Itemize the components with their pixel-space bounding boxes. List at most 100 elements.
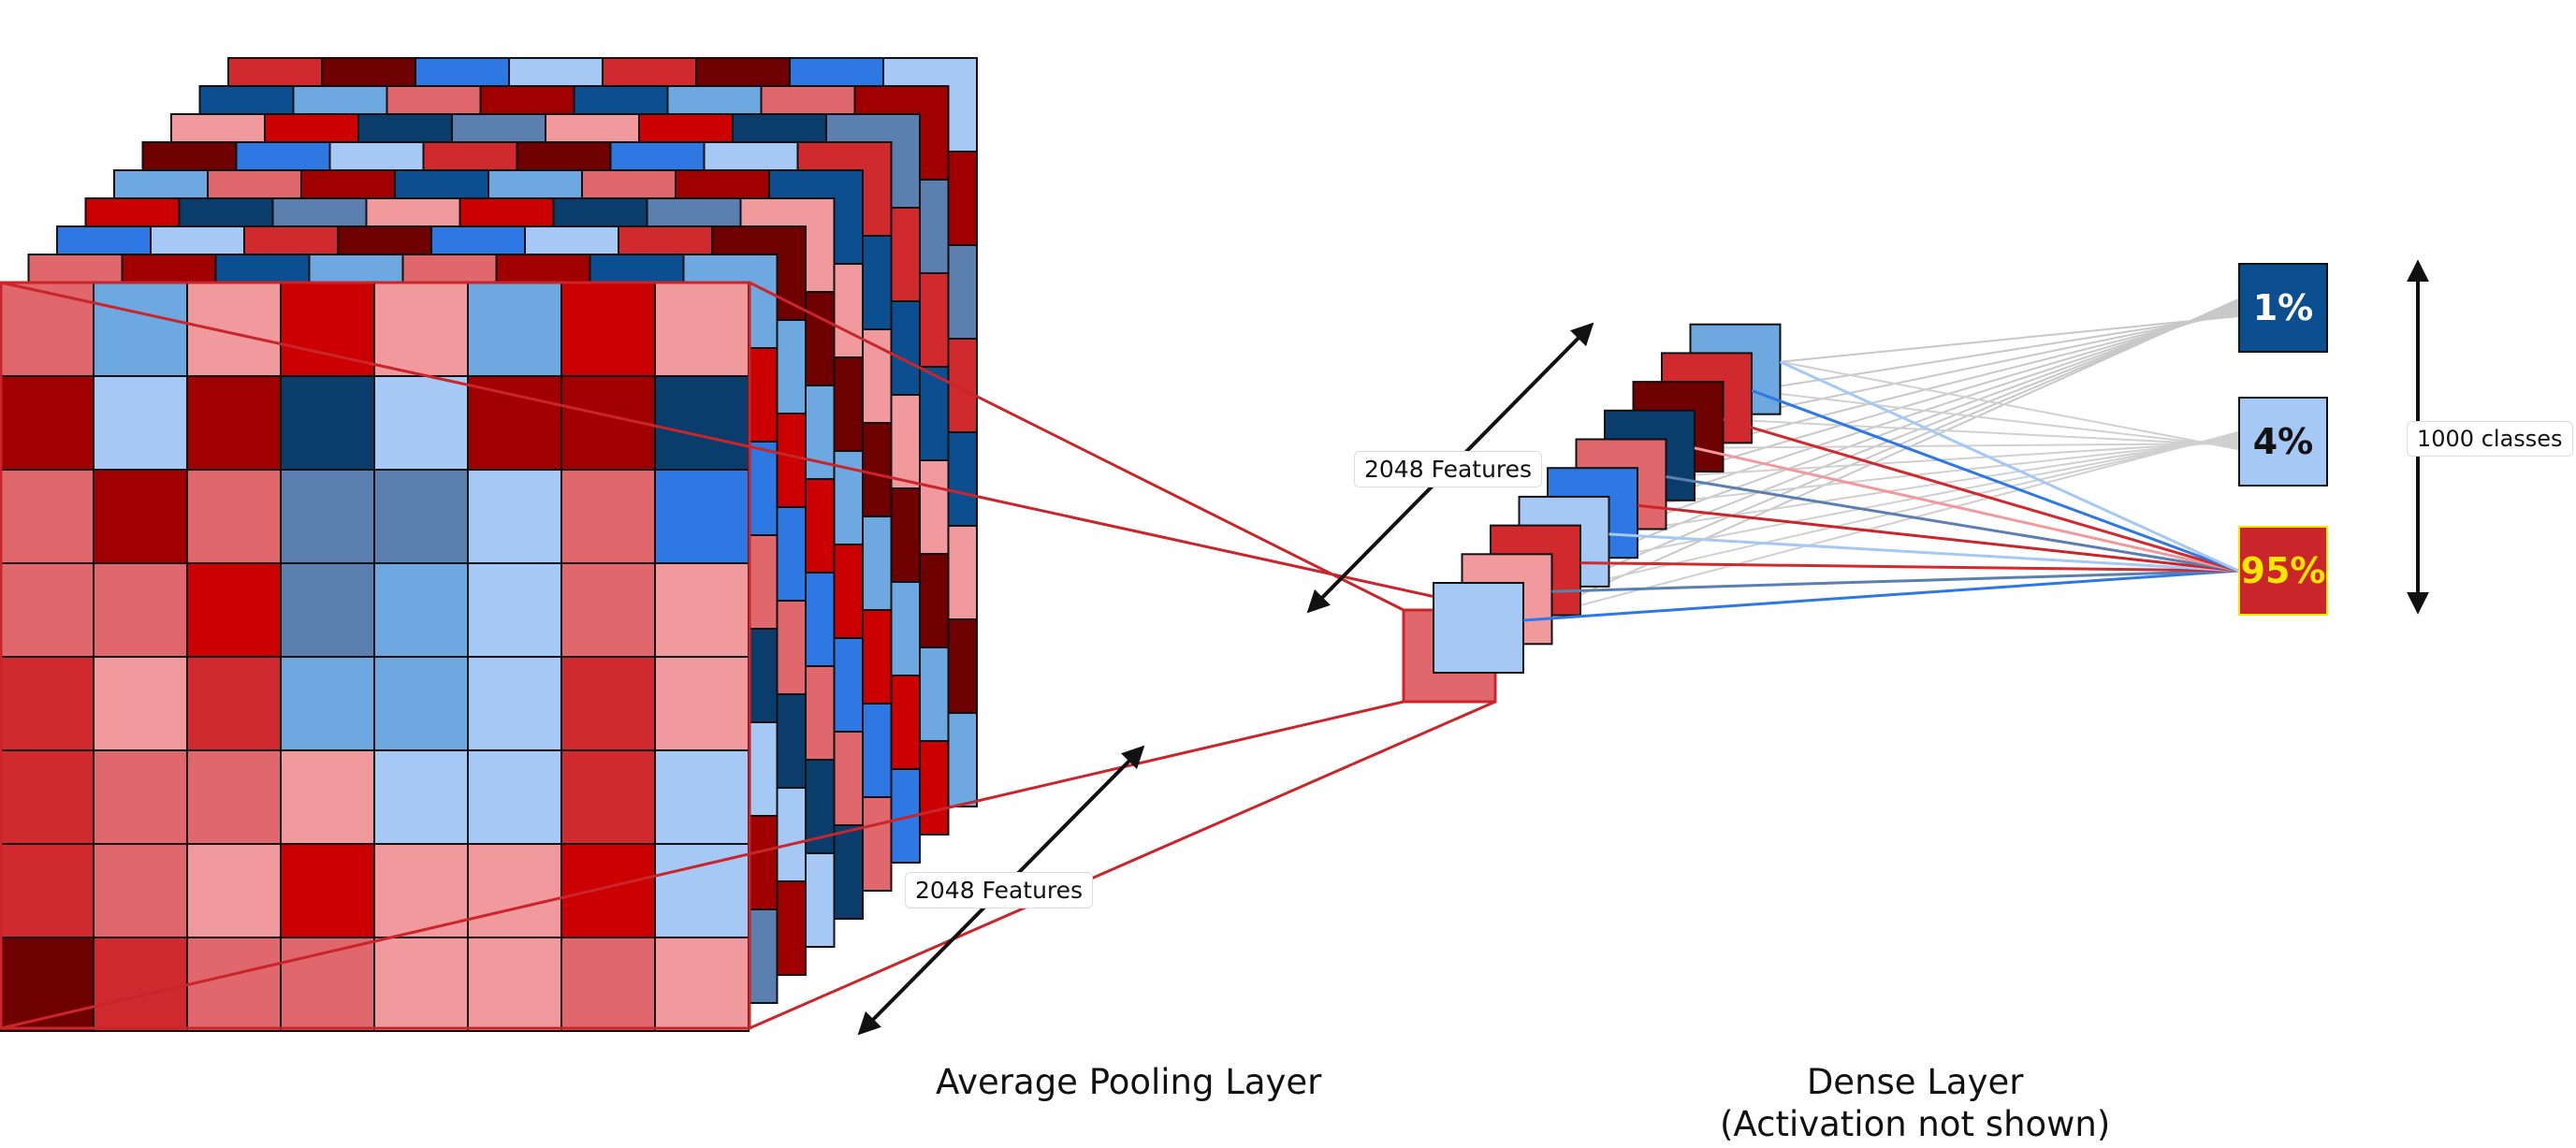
dense-connection-highlight bbox=[1579, 561, 2239, 573]
front-map-cell bbox=[186, 656, 282, 751]
front-map-cell bbox=[186, 562, 282, 658]
dense-connection-highlight bbox=[1751, 388, 2239, 573]
dense-connection-highlight bbox=[1779, 360, 2239, 573]
front-map-cell bbox=[560, 937, 656, 1032]
dense-connection-highlight bbox=[1637, 503, 2239, 573]
front-map-cell bbox=[560, 282, 656, 377]
front-map-cell bbox=[93, 562, 188, 658]
dense-layer-title: Dense Layer bbox=[1806, 1062, 2024, 1102]
front-map-cell bbox=[467, 375, 562, 471]
projection-line bbox=[0, 700, 1404, 1030]
front-map-cell bbox=[280, 562, 375, 658]
dense-connection bbox=[1522, 298, 2239, 621]
front-map-cell bbox=[467, 749, 562, 845]
dense-layer-caption: Dense Layer (Activation not shown) bbox=[1720, 1061, 2110, 1145]
dense-connection bbox=[1723, 418, 2239, 446]
feature-square-1 bbox=[1433, 582, 1524, 674]
front-map-cell bbox=[654, 469, 750, 564]
projection-line bbox=[749, 281, 1404, 612]
front-map-cell bbox=[186, 843, 282, 938]
front-map-cell bbox=[93, 375, 188, 471]
front-map-cell bbox=[654, 749, 750, 845]
dense-connection-highlight bbox=[1723, 417, 2239, 573]
front-map-cell bbox=[654, 562, 750, 658]
front-map-cell bbox=[0, 656, 95, 751]
front-map-highlight-border bbox=[0, 281, 751, 1030]
avg-pool-caption: Average Pooling Layer bbox=[936, 1062, 1322, 1102]
front-map-cell bbox=[93, 843, 188, 938]
dense-connection bbox=[1751, 313, 2239, 392]
output-class-3: 95% bbox=[2238, 526, 2328, 616]
projection-line bbox=[0, 281, 1496, 612]
dimension-arrows bbox=[857, 259, 2429, 1036]
front-map-cell bbox=[654, 656, 750, 751]
front-map-cell bbox=[0, 749, 95, 845]
dense-connection bbox=[1579, 302, 2239, 564]
front-map-cell bbox=[93, 656, 188, 751]
front-map-cell bbox=[186, 937, 282, 1032]
front-map-cell bbox=[186, 469, 282, 564]
pooled-feature-vector bbox=[1433, 323, 1782, 674]
front-map-cell bbox=[373, 282, 469, 377]
dense-connection-highlight bbox=[1522, 569, 2239, 622]
dense-connection bbox=[1666, 441, 2239, 478]
front-map-cell bbox=[560, 843, 656, 938]
front-map-cell bbox=[280, 843, 375, 938]
front-map-cell bbox=[467, 562, 562, 658]
output-class-1: 1% bbox=[2238, 263, 2328, 353]
front-map-cell bbox=[467, 843, 562, 938]
front-map-cell bbox=[0, 375, 95, 471]
front-map-cell bbox=[654, 375, 750, 471]
dense-connection bbox=[1751, 389, 2239, 448]
dense-connection-highlight bbox=[1694, 446, 2239, 573]
front-map-cell bbox=[654, 937, 750, 1032]
dense-connection bbox=[1608, 304, 2239, 535]
dense-connection bbox=[1780, 360, 2239, 450]
front-map-cell bbox=[560, 656, 656, 751]
dense-connection-highlight bbox=[1666, 475, 2239, 573]
front-map-cell bbox=[467, 937, 562, 1032]
dense-connection-highlight bbox=[1551, 569, 2239, 593]
front-map-cell bbox=[467, 282, 562, 377]
dense-connection bbox=[1666, 308, 2239, 478]
front-map-cell bbox=[186, 375, 282, 471]
front-map-cell bbox=[280, 656, 375, 751]
front-map-cell bbox=[280, 375, 375, 471]
front-map-cell bbox=[560, 749, 656, 845]
dense-connection bbox=[1579, 435, 2239, 564]
front-map-cell bbox=[0, 562, 95, 658]
features-top-label: 2048 Features bbox=[1354, 451, 1543, 487]
output-class-2: 4% bbox=[2238, 397, 2328, 487]
front-map-cell bbox=[373, 656, 469, 751]
front-map-cell bbox=[0, 843, 95, 938]
front-map-cell bbox=[373, 469, 469, 564]
front-map-cell bbox=[467, 656, 562, 751]
front-map-cell bbox=[0, 469, 95, 564]
dense-connection-highlight bbox=[1608, 532, 2239, 573]
front-map-cell bbox=[373, 749, 469, 845]
dense-connection bbox=[1694, 310, 2239, 449]
classes-label: 1000 classes bbox=[2407, 421, 2573, 457]
front-map-cell bbox=[0, 282, 95, 377]
front-map-cell bbox=[373, 375, 469, 471]
front-map-cell bbox=[373, 937, 469, 1032]
dense-connections-highlighted bbox=[1522, 360, 2239, 622]
front-map-cell bbox=[467, 469, 562, 564]
front-feature-map bbox=[0, 281, 751, 1032]
dense-connection bbox=[1723, 312, 2239, 421]
front-map-cell bbox=[186, 749, 282, 845]
front-map-cell bbox=[93, 749, 188, 845]
front-map-cell bbox=[560, 562, 656, 658]
front-map-cell bbox=[93, 469, 188, 564]
front-map-cell bbox=[654, 282, 750, 377]
front-map-cell bbox=[93, 937, 188, 1032]
dense-connection bbox=[1608, 437, 2239, 535]
front-map-cell bbox=[280, 469, 375, 564]
dense-connection bbox=[1637, 439, 2239, 507]
dense-connection bbox=[1780, 315, 2239, 363]
dense-layer-subtitle: (Activation not shown) bbox=[1720, 1104, 2111, 1145]
dense-connections-grey bbox=[1522, 298, 2239, 621]
front-map-cell bbox=[560, 469, 656, 564]
front-map-cell bbox=[373, 562, 469, 658]
